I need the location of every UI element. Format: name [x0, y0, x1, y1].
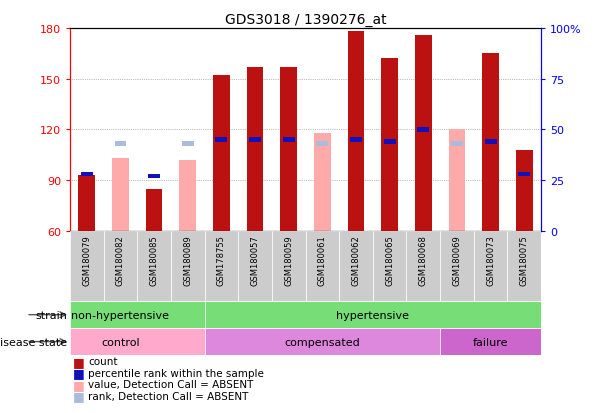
- FancyBboxPatch shape: [440, 231, 474, 301]
- Text: GSM178755: GSM178755: [217, 235, 226, 285]
- Text: rank, Detection Call = ABSENT: rank, Detection Call = ABSENT: [88, 391, 249, 401]
- Text: GSM180073: GSM180073: [486, 235, 495, 285]
- Text: hypertensive: hypertensive: [336, 310, 409, 320]
- Text: ■: ■: [73, 366, 85, 380]
- FancyBboxPatch shape: [373, 231, 407, 301]
- FancyBboxPatch shape: [137, 231, 171, 301]
- Text: non-hypertensive: non-hypertensive: [71, 310, 170, 320]
- Text: GSM180082: GSM180082: [116, 235, 125, 285]
- Text: ■: ■: [73, 378, 85, 391]
- Bar: [114, 142, 126, 146]
- Text: GSM180079: GSM180079: [82, 235, 91, 285]
- Bar: [247, 68, 263, 231]
- Bar: [381, 59, 398, 231]
- Text: GSM180061: GSM180061: [318, 235, 327, 285]
- Text: GSM180059: GSM180059: [284, 235, 293, 285]
- Text: GSM180068: GSM180068: [419, 235, 428, 285]
- Text: GSM180089: GSM180089: [183, 235, 192, 285]
- Bar: [350, 138, 362, 142]
- Bar: [249, 138, 261, 142]
- Bar: [70, 301, 204, 328]
- Bar: [451, 142, 463, 146]
- Bar: [314, 133, 331, 231]
- FancyBboxPatch shape: [508, 231, 541, 301]
- Bar: [415, 36, 432, 231]
- Text: ■: ■: [73, 389, 85, 403]
- Bar: [215, 138, 227, 142]
- Bar: [146, 189, 162, 231]
- Text: strain: strain: [35, 310, 67, 320]
- Text: GSM180065: GSM180065: [385, 235, 394, 285]
- Bar: [204, 301, 541, 328]
- Text: compensated: compensated: [285, 337, 360, 347]
- Bar: [112, 159, 129, 231]
- Text: percentile rank within the sample: percentile rank within the sample: [88, 368, 264, 378]
- Bar: [418, 128, 429, 132]
- Bar: [485, 140, 497, 145]
- Text: disease state: disease state: [0, 337, 67, 347]
- Text: control: control: [101, 337, 140, 347]
- Text: count: count: [88, 356, 118, 366]
- FancyBboxPatch shape: [238, 231, 272, 301]
- Text: GSM180069: GSM180069: [452, 235, 461, 285]
- FancyBboxPatch shape: [70, 231, 103, 301]
- Text: GSM180062: GSM180062: [351, 235, 361, 285]
- Bar: [78, 176, 95, 231]
- Text: failure: failure: [473, 337, 508, 347]
- Bar: [316, 142, 328, 146]
- Bar: [348, 32, 364, 231]
- Bar: [213, 76, 230, 231]
- Bar: [179, 160, 196, 231]
- Bar: [516, 150, 533, 231]
- FancyBboxPatch shape: [339, 231, 373, 301]
- FancyBboxPatch shape: [305, 231, 339, 301]
- FancyBboxPatch shape: [171, 231, 204, 301]
- FancyBboxPatch shape: [474, 231, 508, 301]
- FancyBboxPatch shape: [103, 231, 137, 301]
- Text: ■: ■: [73, 355, 85, 368]
- Text: GSM180085: GSM180085: [150, 235, 159, 285]
- Bar: [204, 328, 440, 355]
- FancyBboxPatch shape: [272, 231, 305, 301]
- Text: value, Detection Call = ABSENT: value, Detection Call = ABSENT: [88, 380, 254, 389]
- Bar: [283, 138, 295, 142]
- FancyBboxPatch shape: [204, 231, 238, 301]
- Bar: [482, 54, 499, 231]
- Bar: [440, 328, 541, 355]
- Bar: [81, 173, 92, 177]
- Bar: [148, 175, 160, 179]
- Bar: [449, 130, 465, 231]
- Bar: [70, 328, 204, 355]
- Bar: [519, 173, 530, 177]
- Bar: [182, 142, 193, 146]
- FancyBboxPatch shape: [407, 231, 440, 301]
- Title: GDS3018 / 1390276_at: GDS3018 / 1390276_at: [225, 12, 386, 26]
- Bar: [280, 68, 297, 231]
- Bar: [384, 140, 396, 145]
- Text: GSM180075: GSM180075: [520, 235, 529, 285]
- Text: GSM180057: GSM180057: [250, 235, 260, 285]
